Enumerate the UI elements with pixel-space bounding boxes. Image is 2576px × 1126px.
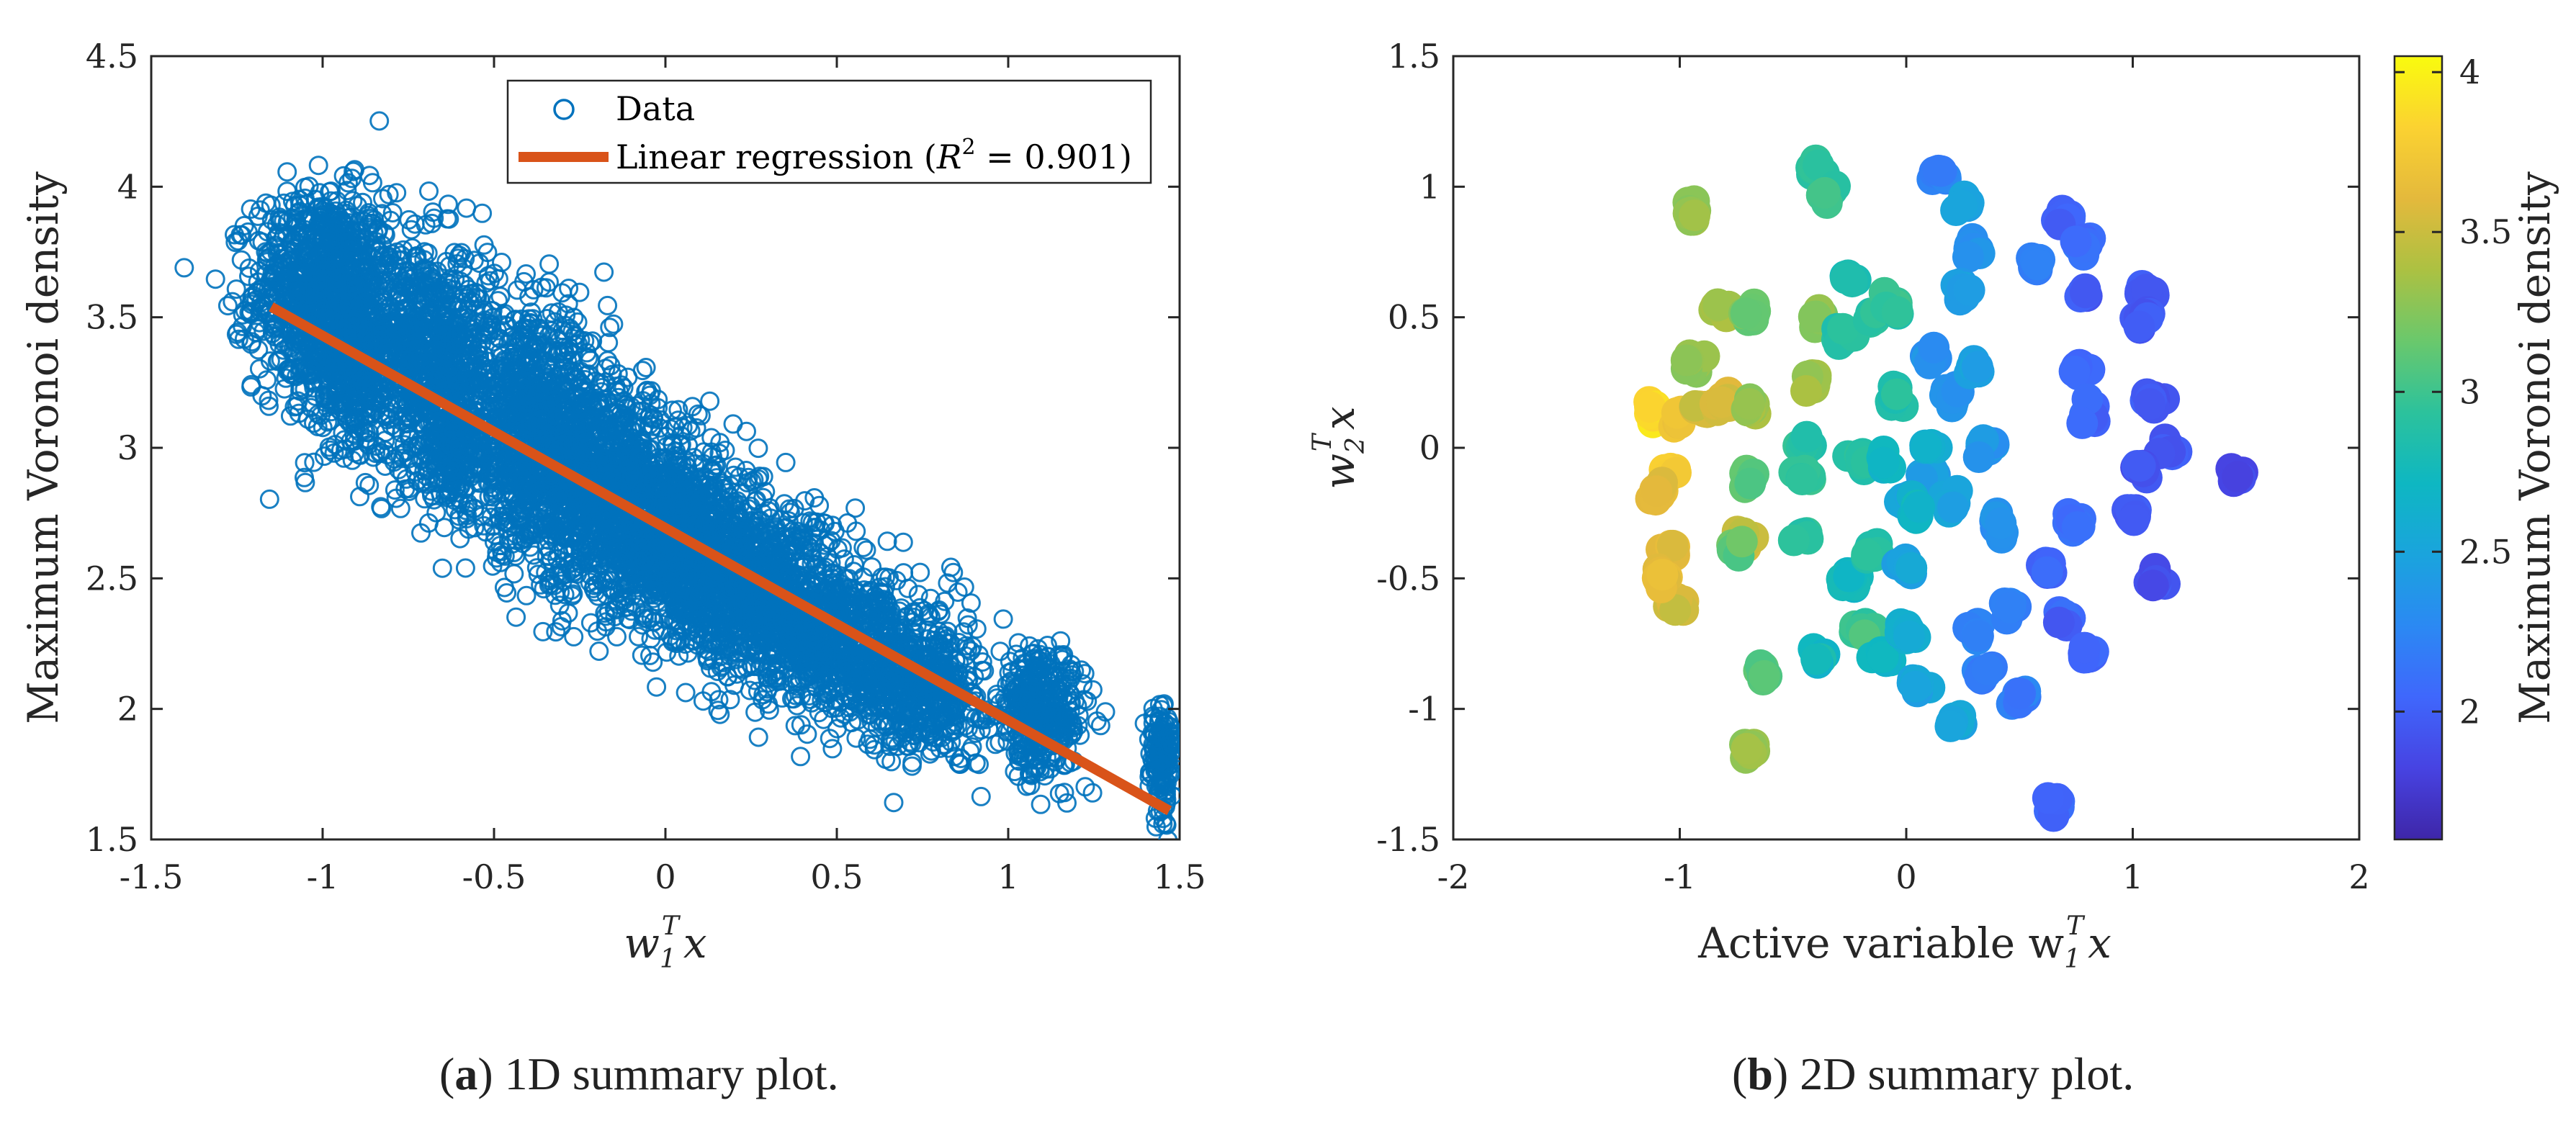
data-point [241,199,261,219]
data-point [321,204,341,224]
data-point [232,225,252,245]
data-point [308,199,328,219]
data-point [234,215,254,235]
data-point [270,210,290,230]
data-point [259,489,279,509]
data-point [305,225,326,245]
data-point [296,194,316,215]
data-point [287,345,307,365]
data-point [241,334,261,354]
data-point [289,281,308,301]
data-point [261,277,281,297]
data-point [246,290,266,310]
data-point [307,248,327,268]
data-point [382,203,403,222]
data-point [297,276,318,296]
data-point [241,377,261,397]
data-point [246,323,266,343]
data-point [320,182,339,202]
data-point [223,292,243,312]
data-point [259,396,279,416]
data-point [353,192,372,212]
data-point [226,279,246,299]
data-point [228,329,248,349]
data-point [253,279,273,299]
data-point [205,269,225,289]
data-point [269,222,289,243]
panel-a-data-points [174,111,1180,839]
data-point [277,162,297,182]
data-point [247,283,267,302]
data-point [362,173,382,193]
data-point [269,334,290,354]
data-point [248,230,269,251]
data-point [174,258,194,278]
data-point [281,251,301,271]
data-point [343,191,363,211]
data-point [337,232,357,252]
data-point [256,250,277,270]
data-point [342,168,362,189]
data-point [249,359,269,379]
data-point [217,296,238,316]
data-point [269,238,289,258]
data-point [259,390,279,410]
data-point [248,206,268,226]
data-point [231,250,251,270]
data-point [345,160,364,180]
data-point [313,279,332,299]
data-point [269,244,290,264]
data-point [308,156,328,176]
data-point [284,196,305,216]
data-point [347,196,367,216]
data-point [369,111,390,131]
data-point [286,228,306,247]
data-point [313,201,333,221]
panel-a: -1.5 -1 -0.5 0 0.5 1 1.5 1.522.533.544.5 Data … [19,37,1206,974]
